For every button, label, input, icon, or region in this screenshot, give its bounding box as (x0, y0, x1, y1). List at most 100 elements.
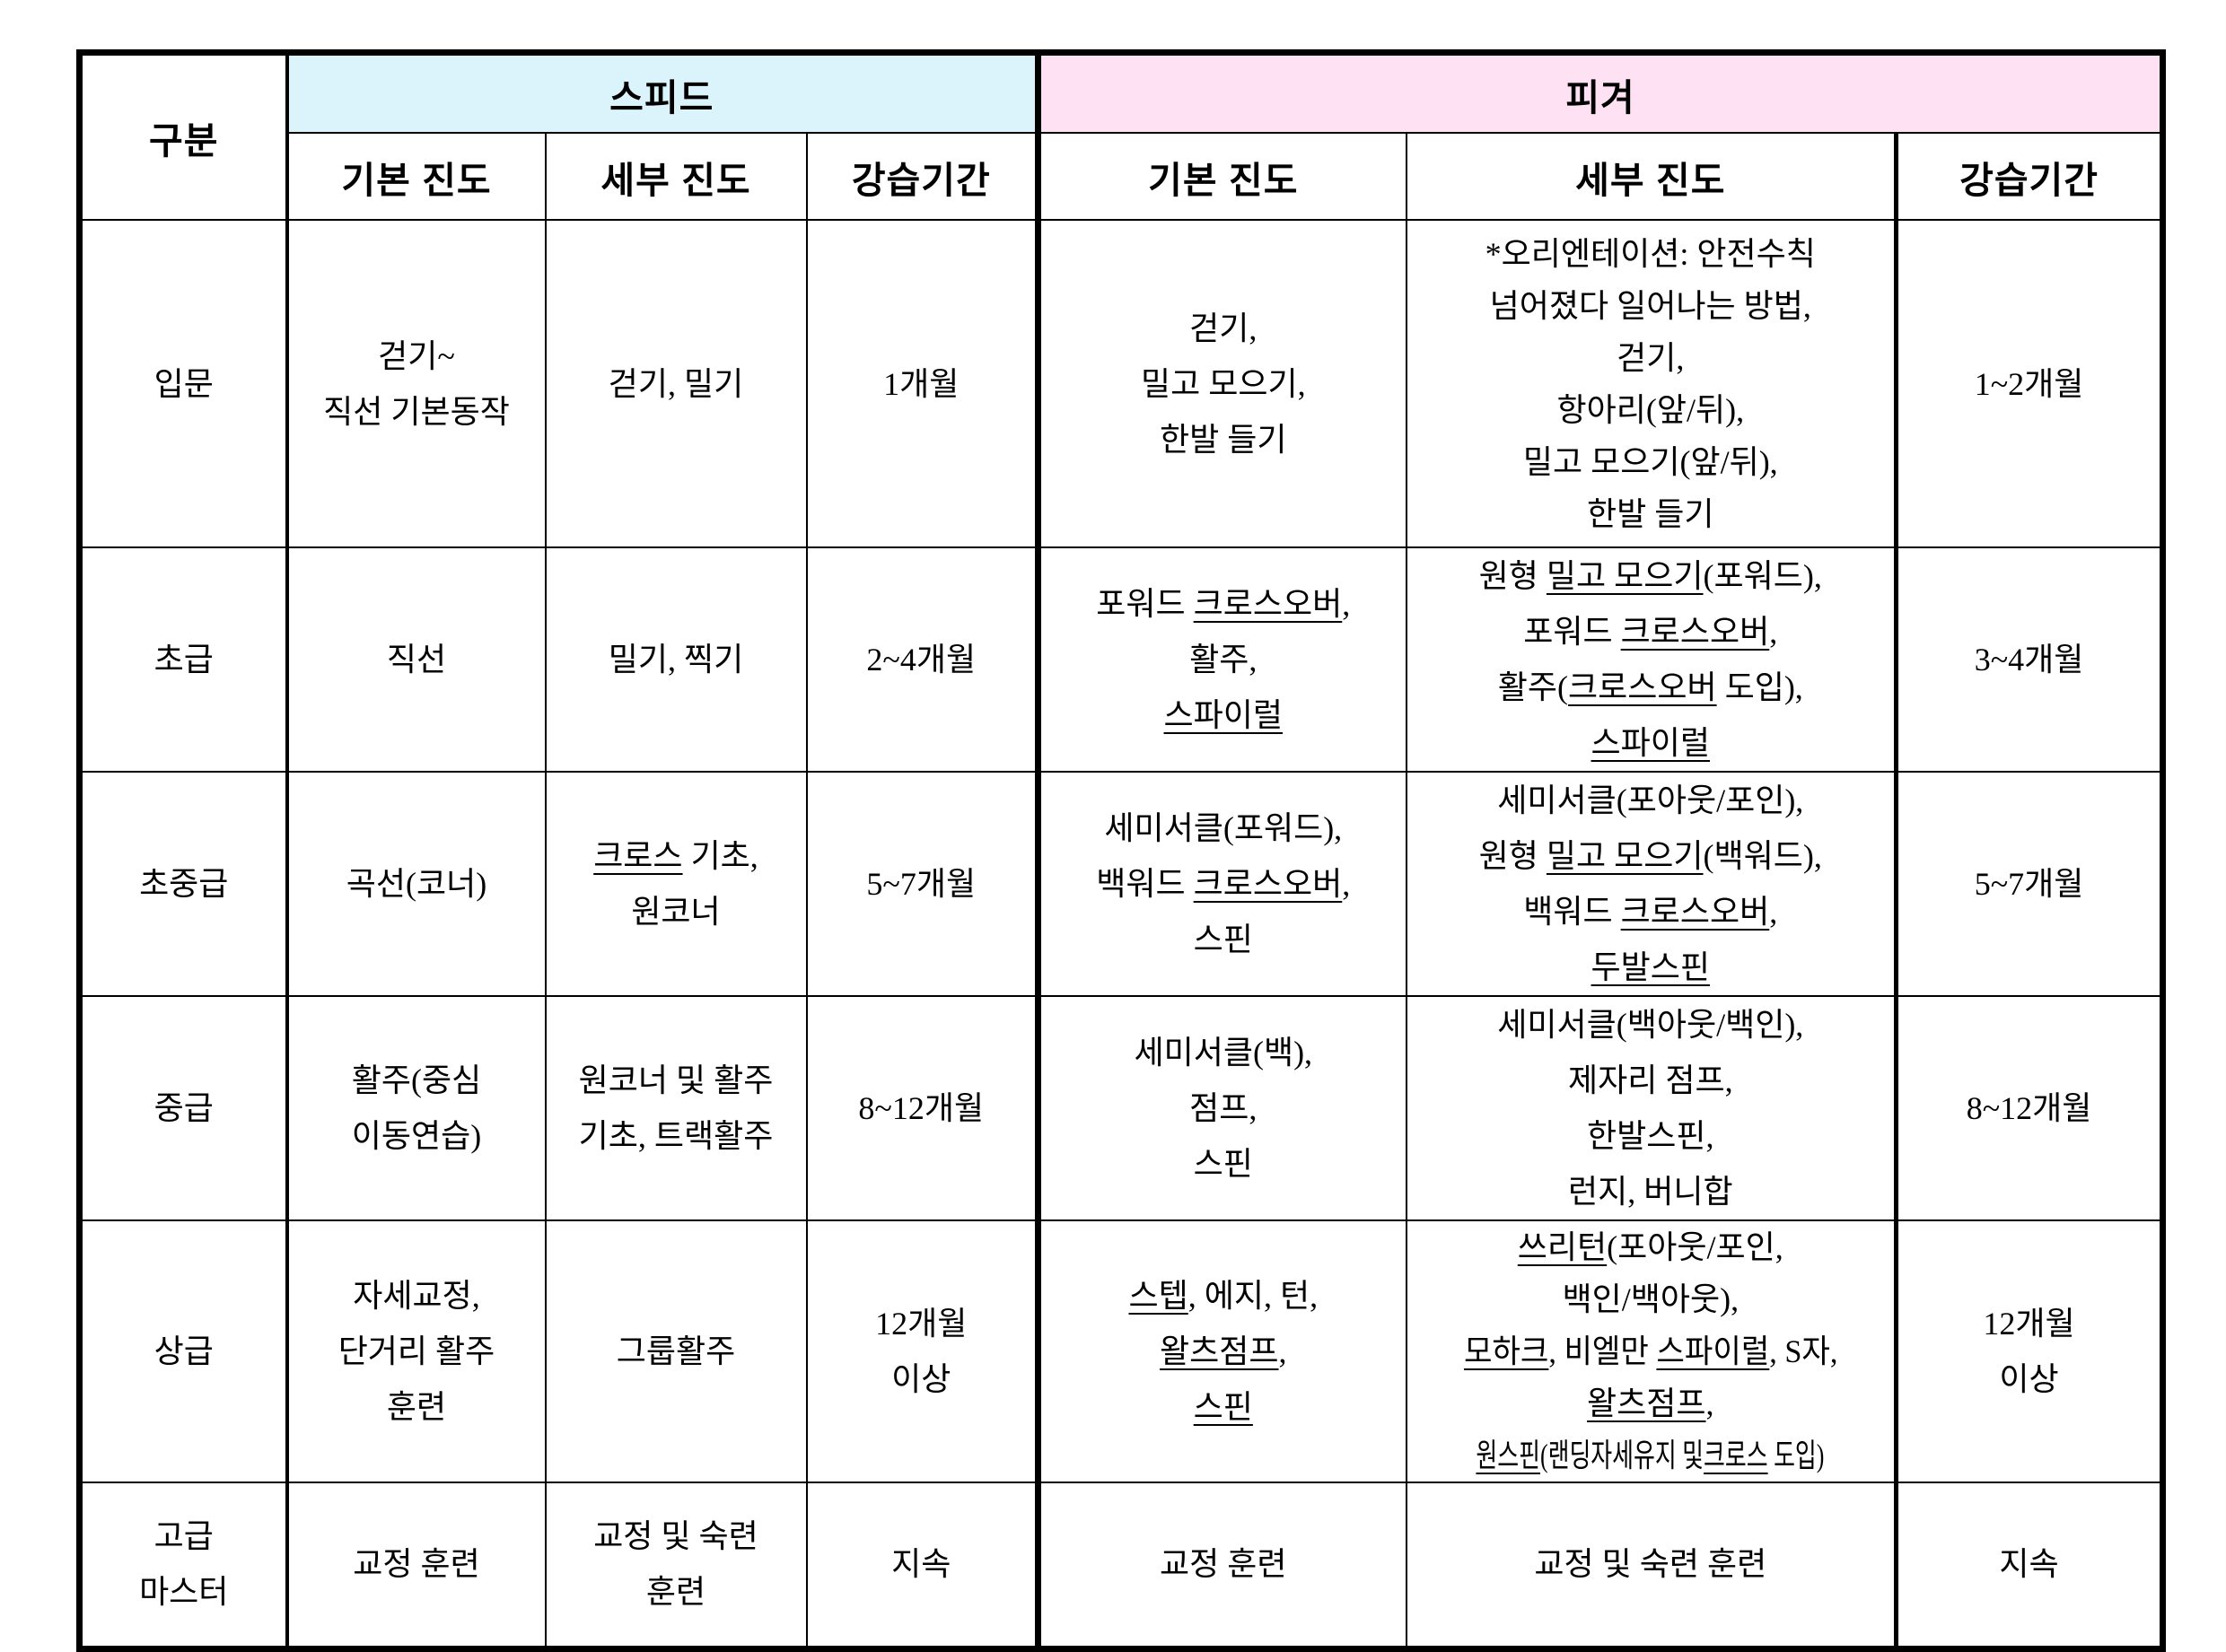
cell-line: 두발스핀 (1407, 940, 1895, 995)
figure-group-header: 피겨 (1035, 51, 2164, 134)
cell-content: 교정 훈련 (1041, 1536, 1406, 1592)
text-segment: 밀고 모으기(앞/뒤), (1522, 443, 1778, 480)
cell-line: 마스터 (83, 1564, 285, 1620)
cell-line: 스핀 (1041, 1379, 1406, 1435)
text-segment: 고급 (153, 1518, 214, 1555)
underlined-term: 스파이럴 (1591, 725, 1711, 761)
cell-content: 지속 (808, 1536, 1036, 1592)
underlined-term: 쓰리턴 (1517, 1229, 1608, 1265)
group-header-row: 구분 스피드 피겨 (78, 51, 2164, 221)
underlined-term: 스텝 (1128, 1278, 1188, 1314)
text-segment: 초중급 (139, 866, 229, 902)
text-segment: 활주(중심 (351, 1062, 482, 1098)
cell-line: 원형 밀고 모으기(포워드), (1407, 548, 1895, 604)
cell-content: 곡선(코너) (289, 856, 545, 912)
text-segment: 12개월 (1983, 1306, 2075, 1342)
cell-content: 포워드 크로스오버, 활주, 스파이럴 (1041, 576, 1406, 743)
cell-line: 교정 훈련 (289, 1536, 545, 1592)
speed-basic-header: 기본 진도 (285, 132, 547, 221)
cell-line: 12개월 (1898, 1296, 2160, 1351)
text-segment: 세미서클(백아웃/백인), (1497, 1007, 1804, 1043)
cell-line: 왈츠점프, (1407, 1377, 1895, 1429)
cell-advanced-speed-period: 12개월 이상 (805, 1219, 1039, 1483)
level-intro: 입문 (78, 219, 288, 548)
cell-line: 중급 (83, 1080, 285, 1136)
text-segment: (백워드), (1703, 838, 1822, 874)
cell-line: 원코너 및 활주 (547, 1053, 806, 1108)
underlined-term: 원스핀 (1476, 1438, 1541, 1473)
table-row-intro: 입문 걷기~ 직선 기본동작 걷기, 밀기 1개월 걷기, 밀고 모으기, 한발 들기 *오리엔… (78, 219, 2164, 548)
cell-advanced-figure-basic: 스텝, 에지, 턴, 왈츠점프, 스핀 (1035, 1219, 1407, 1483)
cell-content: 지속 (1898, 1536, 2160, 1592)
text-segment: 걷기, (1617, 339, 1685, 376)
text-segment: 이동연습) (351, 1118, 482, 1154)
text-segment: , S자, (1768, 1333, 1838, 1369)
cell-content: 그룹활주 (547, 1324, 806, 1379)
cell-line: 그룹활주 (547, 1324, 806, 1379)
cell-line: 고급 (83, 1508, 285, 1564)
cell-content: 스텝, 에지, 턴, 왈츠점프, 스핀 (1041, 1268, 1406, 1435)
underlined-term: 크로스 (1704, 1438, 1768, 1473)
cell-content: 걷기, 밀고 모으기, 한발 들기 (1041, 301, 1406, 468)
table-row-low-intermediate: 초중급 곡선(코너) 크로스 기초, 원코너 5~7개월 세미서클(포워드), 백워드 크로… (78, 771, 2164, 997)
text-segment: 걷기~ (378, 337, 455, 374)
text-segment: (포아웃/포인, (1607, 1229, 1783, 1265)
cell-intro-figure-detail: *오리엔테이션: 안전수칙 넘어졌다 일어나는 방법, 걷기, 항아리(앞/뒤), 밀고… (1405, 219, 1897, 548)
underlined-term: 밀고 모으기 (1546, 558, 1704, 594)
underlined-term: 모하크 (1463, 1333, 1548, 1369)
cell-line: 2~4개월 (808, 632, 1036, 687)
cell-content: 교정 훈련 (289, 1536, 545, 1592)
cell-line: 입문 (83, 356, 285, 412)
text-segment: 활주( (1497, 669, 1568, 705)
speed-detail-header: 세부 진도 (544, 132, 808, 221)
cell-line: 훈련 (289, 1379, 545, 1435)
cell-line: 직선 (289, 632, 545, 687)
text-segment: 백워드 (1096, 866, 1194, 902)
text-segment: 훈련 (645, 1574, 706, 1611)
curriculum-table: 구분 스피드 피겨 기본 진도 세부 진도 강습기간 기본 진도 세부 진도 강… (76, 49, 2167, 1652)
underlined-term: 두발스핀 (1591, 949, 1711, 985)
corner-header: 구분 (78, 51, 289, 221)
text-segment: , (1342, 586, 1351, 622)
text-segment: 단거리 활주 (337, 1333, 495, 1369)
cell-intro-figure-basic: 걷기, 밀고 모으기, 한발 들기 (1035, 219, 1407, 548)
cell-content: 원코너 및 활주 기초, 트랙활주 (547, 1053, 806, 1164)
cell-line: 1~2개월 (1898, 356, 2160, 412)
cell-content: 세미서클(포워드), 백워드 크로스오버, 스핀 (1041, 800, 1406, 967)
cell-line: 밀기, 찍기 (547, 632, 806, 687)
cell-line: 점프, (1041, 1080, 1406, 1136)
underlined-term: 크로스 (593, 838, 683, 874)
figure-detail-header: 세부 진도 (1405, 132, 1897, 221)
cell-line: 기초, 트랙활주 (547, 1108, 806, 1164)
cell-low-intermediate-speed-basic: 곡선(코너) (285, 771, 547, 997)
cell-line: 스핀 (1041, 1136, 1406, 1192)
cell-master-figure-basic: 교정 훈련 (1035, 1482, 1407, 1649)
text-segment: 도입), (1716, 669, 1803, 705)
cell-line: 훈련 (547, 1564, 806, 1620)
text-segment: 도입) (1767, 1438, 1825, 1473)
cell-line: 넘어졌다 일어나는 방법, (1407, 280, 1895, 332)
cell-content: 교정 및 숙련 훈련 (1407, 1536, 1895, 1592)
cell-line: 활주, (1041, 632, 1406, 687)
text-segment: 한발 들기 (1160, 421, 1287, 458)
cell-line: 스텝, 에지, 턴, (1041, 1268, 1406, 1324)
cell-line: 교정 및 숙련 (547, 1508, 806, 1564)
cell-line: 단거리 활주 (289, 1324, 545, 1379)
text-segment: 걷기, 밀기 (608, 365, 744, 402)
cell-content: 원형 밀고 모으기(포워드), 포워드 크로스오버, 활주(크로스오버 도입), 스파… (1407, 548, 1895, 771)
cell-intermediate-figure-basic: 세미서클(백), 점프, 스핀 (1035, 995, 1407, 1221)
cell-line: 런지, 버니합 (1407, 1164, 1895, 1219)
cell-master-speed-period: 지속 (805, 1482, 1039, 1649)
cell-intermediate-speed-detail: 원코너 및 활주 기초, 트랙활주 (544, 995, 808, 1221)
cell-content: 밀기, 찍기 (547, 632, 806, 687)
text-segment: 지속 (1999, 1546, 2059, 1583)
level-advanced: 상급 (78, 1219, 288, 1483)
cell-content: 세미서클(백아웃/백인), 제자리 점프, 한발스핀, 런지, 버니합 (1407, 997, 1895, 1219)
cell-line: 스핀 (1041, 912, 1406, 967)
text-segment: 포워드 (1523, 614, 1621, 650)
text-segment: 이상 (1999, 1361, 2059, 1397)
cell-intermediate-figure-period: 8~12개월 (1894, 995, 2164, 1221)
text-segment: 한발 들기 (1587, 495, 1714, 532)
